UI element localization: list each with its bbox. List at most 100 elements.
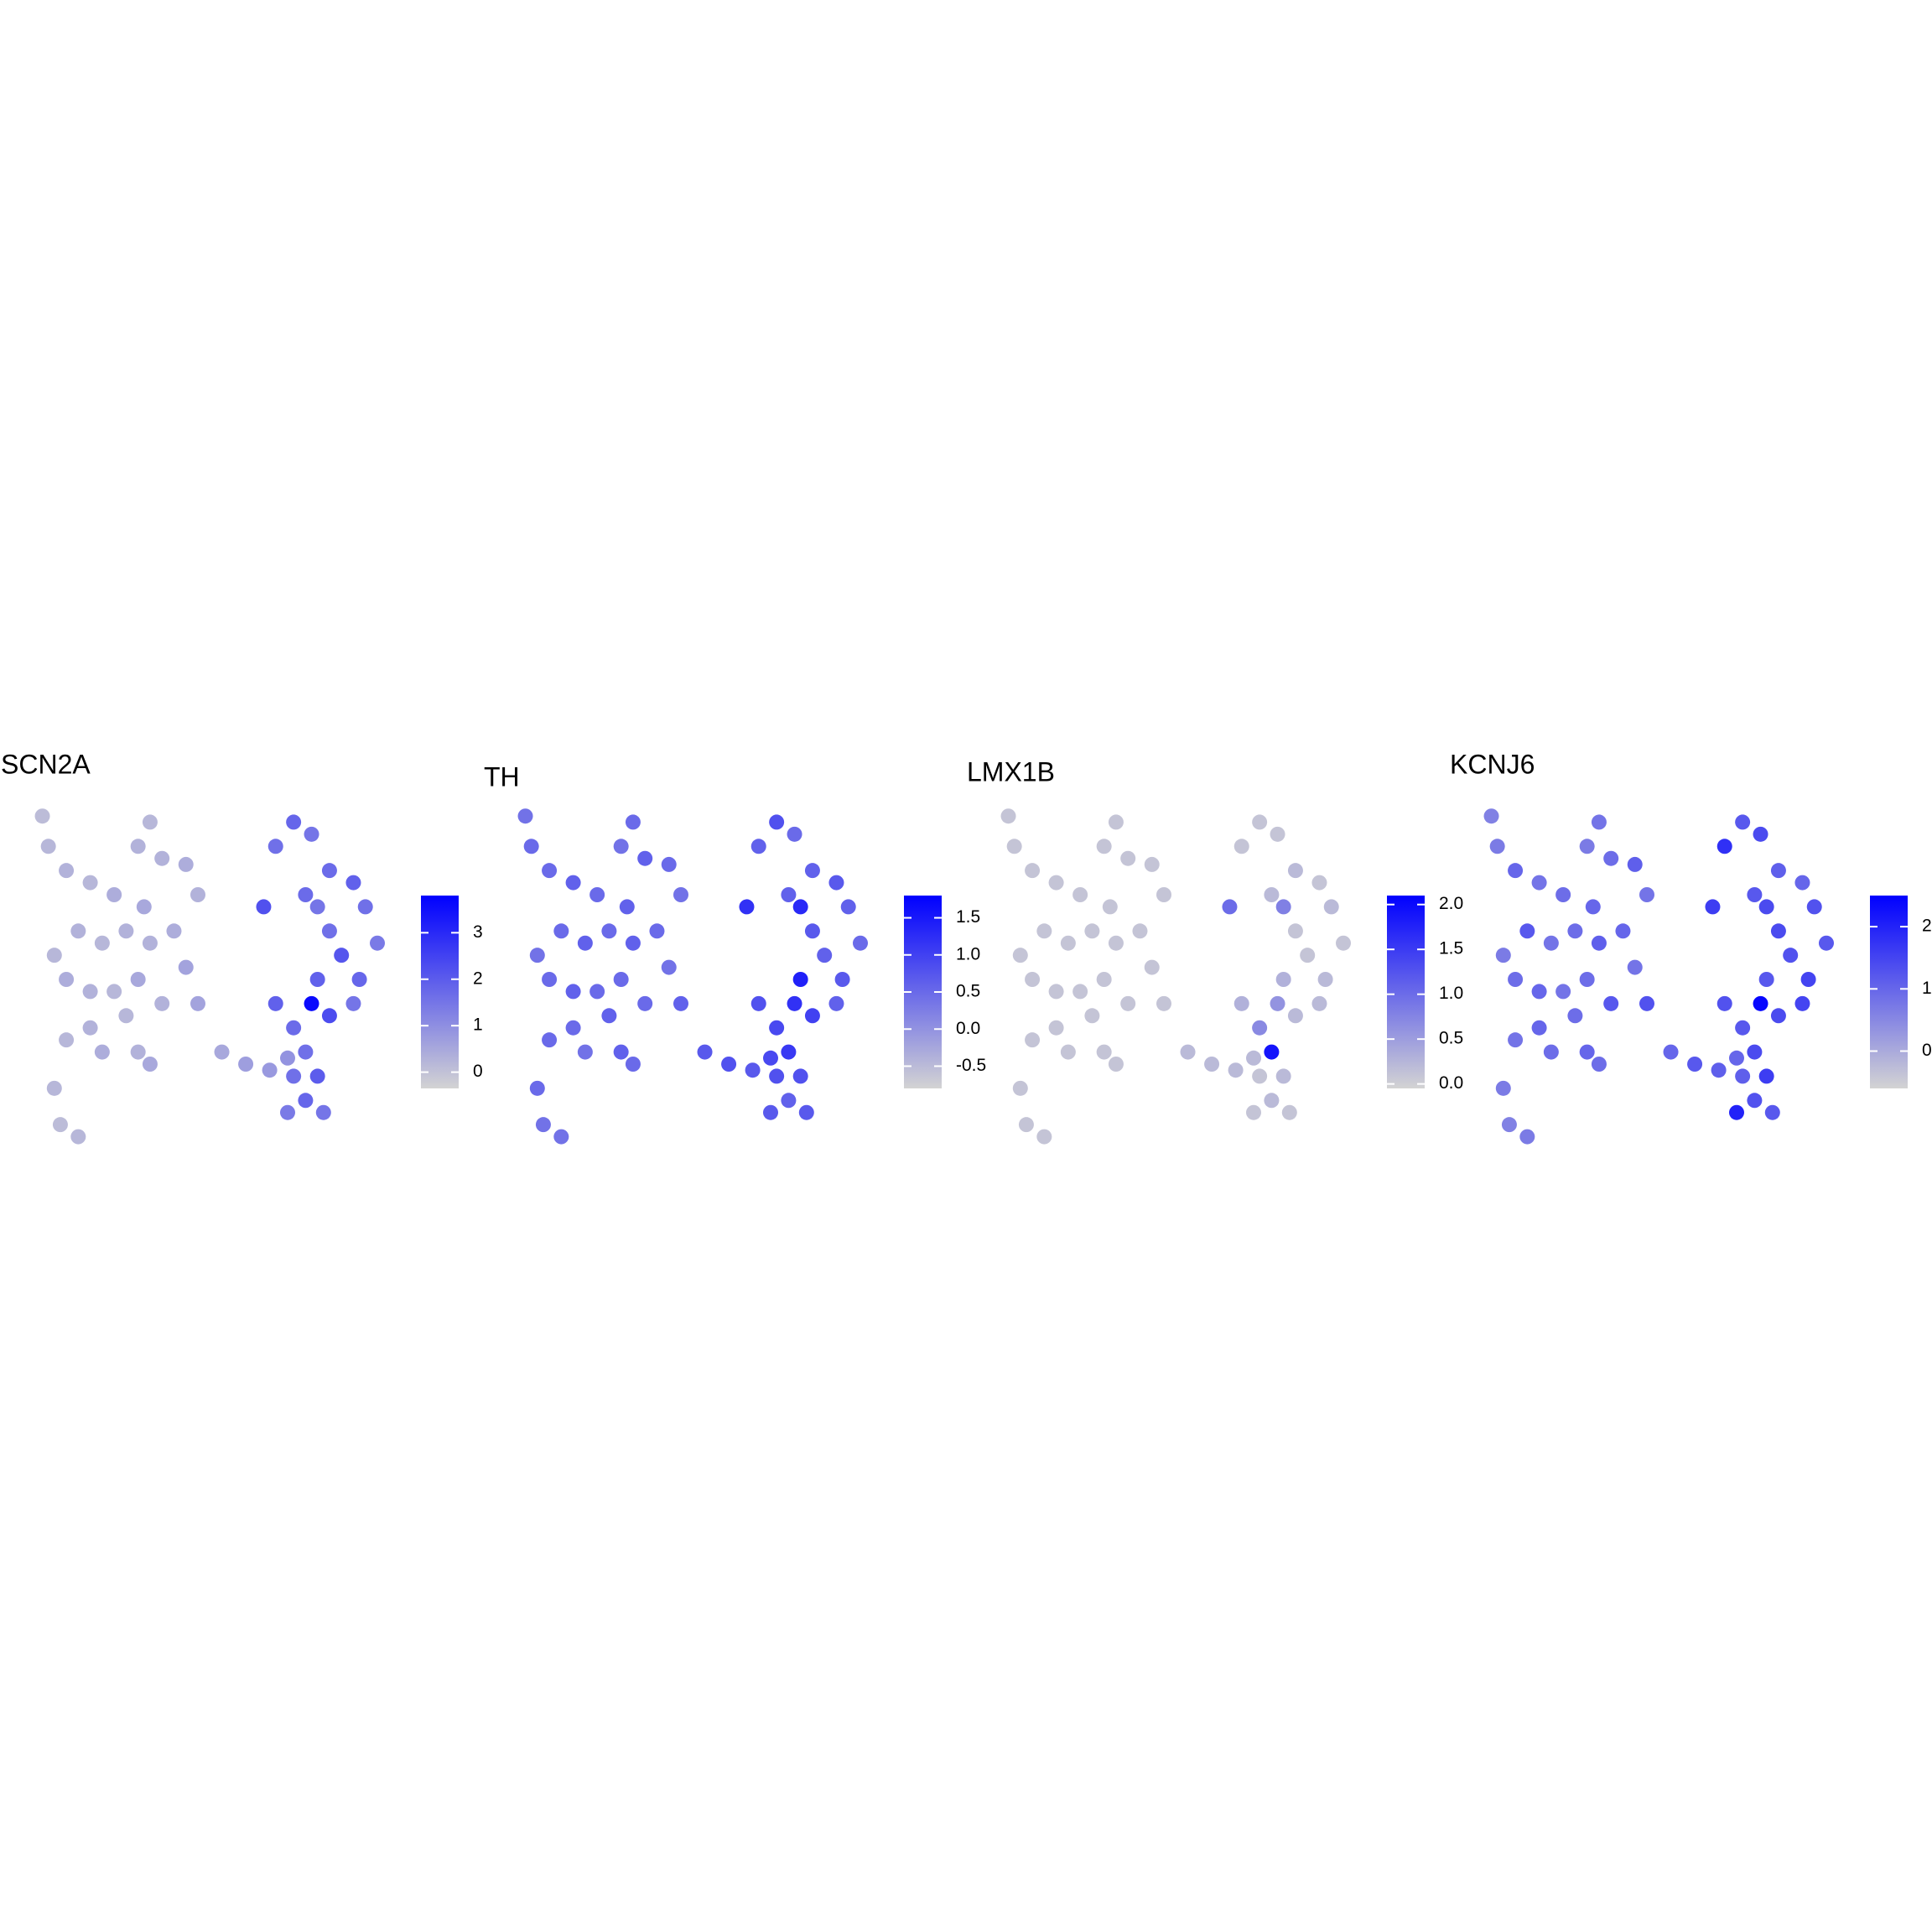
cell-point [1753,995,1768,1011]
cell-point [1036,1129,1052,1145]
cell-point [46,1080,62,1096]
cell-point [82,875,98,891]
cell-point [1639,887,1654,902]
cell-point [286,1020,302,1036]
cell-point [280,1050,295,1066]
cell-point [1120,995,1136,1011]
cell-point [1246,1104,1261,1120]
cell-point [309,1068,325,1084]
cell-point [661,959,677,975]
colorbar-tick-label: 1.5 [1439,939,1463,958]
cell-point [750,839,766,854]
cell-point [769,814,785,830]
cell-point [804,863,820,879]
cell-point [625,814,641,830]
cell-point [1060,1044,1076,1060]
cell-point [130,839,146,854]
cell-point [52,1117,68,1133]
cell-point [298,1044,314,1060]
cell-point [1591,814,1607,830]
cell-point [1025,1032,1041,1048]
cell-point [661,856,677,872]
cell-point [817,948,833,963]
cell-point [1270,995,1285,1011]
cell-point [1758,899,1774,915]
cell-point [178,959,194,975]
colorbar-tick-label: 0.0 [956,1019,980,1038]
cell-point [1747,887,1763,902]
cell-point [154,995,170,1011]
cell-point [59,972,75,987]
cell-point [154,850,170,866]
cell-point [334,948,350,963]
cell-point [1508,863,1524,879]
cell-point [1012,948,1028,963]
cell-point [613,1044,629,1060]
cell-point [1508,1032,1524,1048]
cell-point [1222,899,1238,915]
cell-point [1096,839,1112,854]
cell-point [309,899,325,915]
cell-point [190,887,205,902]
cell-point [792,1068,808,1084]
cell-point [1108,935,1124,951]
cell-point [1519,1129,1535,1145]
cell-point [1108,814,1124,830]
cell-point [315,1104,331,1120]
cell-point [750,995,766,1011]
cell-point [1579,839,1595,854]
cell-point [721,1057,737,1072]
cell-point [1233,839,1249,854]
cell-point [1264,887,1280,902]
cell-point [577,1044,593,1060]
cell-point [351,972,367,987]
cell-point [1591,935,1607,951]
cell-point [1711,1062,1727,1078]
cell-point [1180,1044,1196,1060]
cell-point [1300,948,1316,963]
cell-point [1747,1093,1763,1109]
cell-point [1000,808,1016,824]
cell-point [781,1044,797,1060]
cell-point [267,839,283,854]
cell-point [1567,923,1583,939]
cell-point [1758,1068,1774,1084]
colorbar-tick-label: 0 [473,1062,483,1081]
cell-point [94,935,110,951]
cell-point [739,899,755,915]
cell-point [1603,995,1619,1011]
cell-point [142,814,158,830]
cell-point [1036,923,1052,939]
cell-point [118,1008,134,1024]
cell-point [1770,1008,1786,1024]
cell-point [1336,935,1351,951]
cell-point [649,923,665,939]
cell-point [1705,899,1721,915]
cell-point [1204,1057,1220,1072]
cell-point [1615,923,1631,939]
cell-point [1794,875,1810,891]
cell-point [321,923,337,939]
cell-point [1663,1044,1679,1060]
cell-point [304,826,319,842]
cell-point [1096,1044,1112,1060]
cell-point [1735,1068,1751,1084]
cell-point [565,875,581,891]
cell-point [625,1057,641,1072]
cell-point [130,972,146,987]
cell-point [565,984,581,1000]
cell-point [286,814,302,830]
cell-point [787,826,802,842]
cell-point [637,850,653,866]
cell-point [853,935,868,951]
cell-point [1108,1057,1124,1072]
cell-point [142,1057,158,1072]
colorbar-tick-label: 0.5 [956,982,980,1001]
cell-point [1102,899,1118,915]
cell-point [321,1008,337,1024]
cell-point [1591,1057,1607,1072]
cell-point [792,972,808,987]
cell-point [82,1020,98,1036]
cell-point [357,899,373,915]
cell-point [178,856,194,872]
